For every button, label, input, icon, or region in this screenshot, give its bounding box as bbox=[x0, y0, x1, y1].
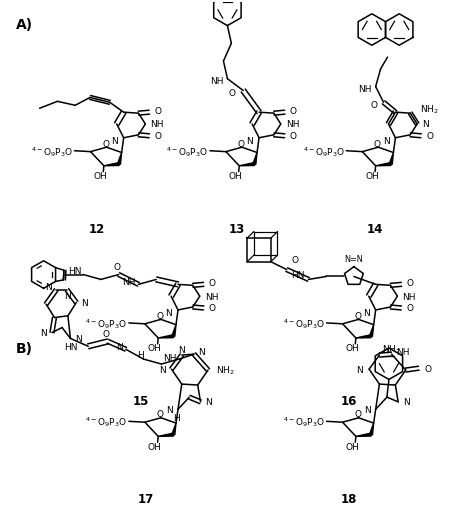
Text: O: O bbox=[406, 304, 413, 313]
Polygon shape bbox=[172, 325, 176, 337]
Text: NH: NH bbox=[210, 77, 223, 86]
Text: O: O bbox=[290, 132, 297, 141]
Text: N: N bbox=[403, 398, 410, 407]
Text: OH: OH bbox=[365, 172, 379, 181]
Text: O: O bbox=[354, 312, 361, 320]
Text: $^{4-}$O$_9$P$_3$O: $^{4-}$O$_9$P$_3$O bbox=[283, 317, 325, 330]
Text: N: N bbox=[64, 292, 71, 301]
Text: N: N bbox=[46, 283, 52, 292]
Polygon shape bbox=[253, 153, 257, 165]
Text: NH$_2$: NH$_2$ bbox=[420, 104, 439, 116]
Text: 17: 17 bbox=[138, 492, 154, 505]
Text: N: N bbox=[40, 328, 47, 337]
Text: O: O bbox=[156, 312, 164, 320]
Text: NH: NH bbox=[122, 277, 136, 287]
Text: O: O bbox=[228, 89, 235, 98]
Polygon shape bbox=[389, 153, 393, 165]
Text: OH: OH bbox=[148, 442, 162, 451]
Text: O: O bbox=[292, 256, 299, 265]
Polygon shape bbox=[356, 335, 371, 338]
Text: N: N bbox=[75, 334, 82, 343]
Text: O: O bbox=[290, 106, 297, 116]
Text: $^{4-}$O$_9$P$_3$O: $^{4-}$O$_9$P$_3$O bbox=[31, 145, 73, 158]
Text: H: H bbox=[137, 350, 144, 359]
Text: NH: NH bbox=[286, 120, 299, 129]
Text: 18: 18 bbox=[340, 492, 357, 505]
Text: $^{4-}$O$_9$P$_3$O: $^{4-}$O$_9$P$_3$O bbox=[302, 145, 344, 158]
Text: NH: NH bbox=[397, 347, 410, 356]
Text: N: N bbox=[356, 365, 363, 374]
Text: HN: HN bbox=[64, 342, 77, 351]
Text: NH$_2$: NH$_2$ bbox=[383, 343, 401, 356]
Polygon shape bbox=[376, 163, 391, 166]
Text: N: N bbox=[422, 120, 429, 129]
Text: OH: OH bbox=[148, 344, 162, 353]
Polygon shape bbox=[158, 433, 173, 437]
Polygon shape bbox=[158, 335, 173, 338]
Text: NH$_2$: NH$_2$ bbox=[216, 364, 235, 377]
Polygon shape bbox=[118, 153, 122, 165]
Text: 15: 15 bbox=[133, 394, 149, 407]
Text: N: N bbox=[116, 342, 123, 351]
Text: O: O bbox=[154, 106, 161, 116]
Polygon shape bbox=[370, 423, 374, 435]
Text: 14: 14 bbox=[367, 222, 383, 235]
Text: N: N bbox=[165, 309, 172, 318]
Text: H: H bbox=[173, 413, 179, 422]
Text: O: O bbox=[156, 410, 164, 418]
Text: HN: HN bbox=[291, 270, 304, 279]
Text: O: O bbox=[154, 132, 161, 141]
Text: N: N bbox=[111, 137, 118, 146]
Text: O: O bbox=[371, 101, 378, 109]
Text: $^{4-}$O$_9$P$_3$O: $^{4-}$O$_9$P$_3$O bbox=[85, 414, 127, 429]
Text: $^{4-}$O$_9$P$_3$O: $^{4-}$O$_9$P$_3$O bbox=[85, 317, 127, 330]
Text: OH: OH bbox=[346, 442, 359, 451]
Text: NH: NH bbox=[358, 85, 372, 94]
Text: O: O bbox=[209, 304, 216, 313]
Text: N: N bbox=[383, 137, 390, 146]
Text: O: O bbox=[113, 263, 120, 272]
Polygon shape bbox=[356, 433, 371, 437]
Text: 16: 16 bbox=[340, 394, 357, 407]
Text: NH: NH bbox=[205, 292, 218, 301]
Text: O: O bbox=[102, 329, 109, 338]
Text: O: O bbox=[426, 132, 433, 141]
Polygon shape bbox=[104, 163, 119, 166]
Text: 13: 13 bbox=[229, 222, 245, 235]
Text: O: O bbox=[209, 278, 216, 287]
Text: O: O bbox=[237, 139, 245, 149]
Text: $^{4-}$O$_9$P$_3$O: $^{4-}$O$_9$P$_3$O bbox=[166, 145, 208, 158]
Text: OH: OH bbox=[229, 172, 243, 181]
Text: N: N bbox=[159, 365, 165, 374]
Text: B): B) bbox=[16, 342, 33, 355]
Text: O: O bbox=[425, 364, 432, 373]
Text: HN: HN bbox=[68, 267, 82, 276]
Text: N: N bbox=[178, 345, 185, 354]
Polygon shape bbox=[172, 423, 176, 435]
Text: N: N bbox=[364, 405, 371, 414]
Text: O: O bbox=[374, 139, 381, 149]
Text: O: O bbox=[354, 410, 361, 418]
Text: NH: NH bbox=[150, 120, 164, 129]
Text: N: N bbox=[246, 137, 253, 146]
Text: N: N bbox=[198, 347, 205, 356]
Text: OH: OH bbox=[346, 344, 359, 353]
Text: O: O bbox=[102, 139, 109, 149]
Text: N: N bbox=[166, 405, 173, 414]
Polygon shape bbox=[239, 163, 255, 166]
Text: NH: NH bbox=[402, 292, 416, 301]
Text: OH: OH bbox=[93, 172, 107, 181]
Text: N: N bbox=[81, 298, 88, 307]
Text: N=N: N=N bbox=[345, 255, 363, 264]
Text: N: N bbox=[205, 398, 212, 407]
Text: $^{4-}$O$_9$P$_3$O: $^{4-}$O$_9$P$_3$O bbox=[283, 414, 325, 429]
Text: NH: NH bbox=[163, 353, 176, 362]
Text: 12: 12 bbox=[89, 222, 105, 235]
Text: A): A) bbox=[16, 17, 33, 32]
Text: N: N bbox=[363, 309, 370, 318]
Text: O: O bbox=[406, 278, 413, 287]
Polygon shape bbox=[370, 325, 374, 337]
